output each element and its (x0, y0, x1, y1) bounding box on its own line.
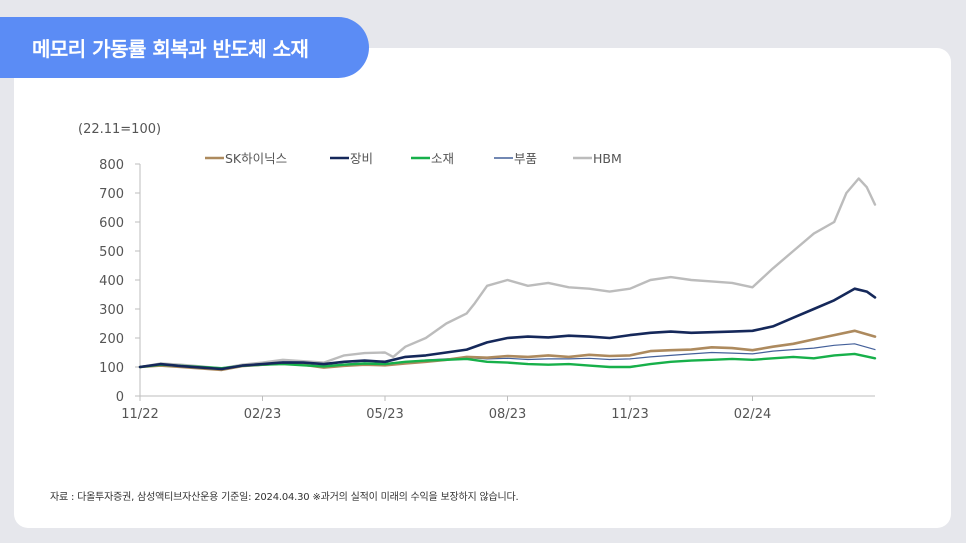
y-tick-label: 500 (99, 245, 124, 260)
x-tick-label: 11/23 (611, 407, 648, 422)
series-line (138, 177, 877, 370)
y-tick-label: 0 (116, 390, 124, 405)
y-tick-label: 700 (99, 187, 124, 202)
legend-label: SK하이닉스 (225, 151, 287, 166)
x-tick-label: 05/23 (366, 407, 403, 422)
x-axis: 11/22 02/23 05/23 08/23 11/23 02/24 (121, 395, 875, 422)
y-axis: 0 100 200 300 400 500 600 700 800 (99, 158, 141, 405)
x-tick-label: 11/22 (121, 407, 158, 422)
legend-label: 소재 (431, 151, 454, 166)
y-tick-label: 800 (99, 158, 124, 173)
title-banner: 메모리 가동률 회복과 반도체 소재 (0, 17, 369, 78)
y-tick-label: 300 (99, 303, 124, 318)
x-tick-label: 02/24 (734, 407, 771, 422)
x-tick-label: 08/23 (489, 407, 526, 422)
series-line (138, 287, 877, 371)
y-tick-label: 200 (99, 332, 124, 347)
source-note: 자료 : 다올투자증권, 삼성액티브자산운용 기준일: 2024.04.30 ※… (50, 492, 519, 503)
page-title: 메모리 가동률 회복과 반도체 소재 (32, 37, 309, 61)
legend-label: 부품 (514, 151, 537, 166)
y-tick-label: 100 (99, 361, 124, 376)
y-tick-label: 600 (99, 216, 124, 231)
x-tick-label: 02/23 (244, 407, 281, 422)
y-axis-unit-label: (22.11=100) (78, 122, 161, 137)
legend-label: HBM (593, 151, 622, 166)
legend-label: 장비 (350, 151, 373, 166)
chart-legend: SK하이닉스 장비 소재 부품 HBM (205, 151, 622, 166)
content-card (14, 48, 951, 528)
y-tick-label: 400 (99, 274, 124, 289)
series-lines (138, 177, 877, 372)
